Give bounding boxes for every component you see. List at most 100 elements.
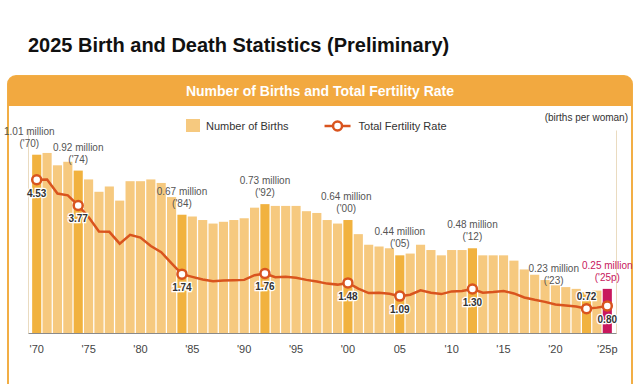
x-tick-label: '75 xyxy=(81,343,95,355)
bar xyxy=(157,183,166,333)
bar-label-text: ('84) xyxy=(172,198,192,209)
bar xyxy=(343,220,352,333)
bar xyxy=(364,245,373,333)
bar-label-text: ('70) xyxy=(19,138,39,149)
bar-label-text: ('05) xyxy=(390,238,410,249)
bar xyxy=(292,206,301,333)
line-label: 1.76 xyxy=(255,281,275,292)
line-marker xyxy=(343,278,352,287)
data-labels: 1.01 million('70)0.92 million('74)0.67 m… xyxy=(4,126,633,325)
line-label: 1.30 xyxy=(463,297,483,308)
bar-label-text: ('25p) xyxy=(595,272,620,283)
legend-item: Total Fertility Rate xyxy=(325,120,447,132)
bar-label: 0.44 million('05) xyxy=(375,226,426,249)
bar-label-text: 0.48 million xyxy=(447,219,498,230)
legend-swatch xyxy=(186,119,200,132)
bar xyxy=(312,213,321,333)
legend: Number of Births Total Fertility Rate xyxy=(186,119,447,132)
bar-label-text: 1.01 million xyxy=(4,126,55,137)
bar xyxy=(530,275,539,333)
bar xyxy=(115,201,124,333)
bar xyxy=(105,186,114,333)
legend-marker xyxy=(333,122,342,131)
x-tick-label: '15 xyxy=(496,343,510,355)
bar xyxy=(126,181,135,333)
bar xyxy=(499,255,508,333)
x-axis-line xyxy=(29,333,617,334)
bar-label: 0.23 million('23) xyxy=(528,263,579,286)
x-tick-label: '70 xyxy=(30,343,44,355)
line-label: 1.74 xyxy=(172,282,192,293)
bar xyxy=(561,287,570,333)
bar xyxy=(136,181,145,333)
bar xyxy=(323,220,332,333)
bar xyxy=(374,247,383,333)
bar-label: 0.73 million('92) xyxy=(240,175,291,198)
line-marker xyxy=(177,270,186,279)
bar xyxy=(146,179,155,333)
page-title: 2025 Birth and Death Statistics (Prelimi… xyxy=(28,34,449,56)
bar xyxy=(540,280,549,333)
bar xyxy=(302,211,311,333)
x-tick-label: 05 xyxy=(394,343,406,355)
bar xyxy=(509,261,518,333)
bar xyxy=(219,222,228,333)
line-marker xyxy=(468,285,477,294)
bar-label-text: 0.25 million xyxy=(582,260,633,271)
bar-series xyxy=(32,153,612,333)
line-marker xyxy=(603,301,612,310)
bar xyxy=(260,204,269,333)
y2-axis-label: (births per woman) xyxy=(545,112,628,123)
line-marker xyxy=(582,304,591,313)
bar xyxy=(416,245,425,333)
legend-label: Number of Births xyxy=(206,120,289,132)
bar-label-text: ('12) xyxy=(463,231,483,242)
bar-label: 0.25 million('25p) xyxy=(582,260,633,283)
x-tick-label: '10 xyxy=(445,343,459,355)
line-label: 1.09 xyxy=(390,304,410,315)
line-label: 0.80 xyxy=(598,314,618,325)
line-series xyxy=(32,175,612,313)
x-tick-label: '25p xyxy=(597,343,617,355)
bar xyxy=(177,215,186,333)
bar xyxy=(468,248,477,333)
line-label: 0.72 xyxy=(577,291,597,302)
chart-title: Number of Births and Total Fertility Rat… xyxy=(186,83,454,99)
bar xyxy=(385,248,394,333)
line-label: 1.48 xyxy=(338,291,358,302)
y2-axis xyxy=(616,131,617,334)
bar xyxy=(603,289,612,333)
bar xyxy=(84,179,93,333)
bar xyxy=(478,255,487,333)
bar xyxy=(395,255,404,333)
bar-label-text: ('00) xyxy=(336,203,356,214)
line-marker xyxy=(32,175,41,184)
x-tick-label: '95 xyxy=(289,343,303,355)
y2-axis-line xyxy=(616,131,617,334)
bar-label-text: 0.67 million xyxy=(157,186,208,197)
chart-svg: 2025 Birth and Death Statistics (Prelimi… xyxy=(0,0,640,384)
bar-label-text: 0.64 million xyxy=(321,191,372,202)
x-tick-label: '85 xyxy=(185,343,199,355)
bar xyxy=(250,208,259,333)
bar xyxy=(198,220,207,333)
line-label: 4.53 xyxy=(27,188,47,199)
legend-label: Total Fertility Rate xyxy=(359,120,447,132)
bar-label: 0.64 million('00) xyxy=(321,191,372,214)
x-tick-label: '90 xyxy=(237,343,251,355)
line xyxy=(37,179,608,308)
bar xyxy=(281,206,290,333)
line-marker xyxy=(395,292,404,301)
panel-frame xyxy=(8,76,632,384)
bar-label-text: ('23) xyxy=(544,275,564,286)
bar xyxy=(229,220,238,333)
x-tick-label: '80 xyxy=(133,343,147,355)
bar-label-text: ('74) xyxy=(68,154,88,165)
y-axis-line xyxy=(28,131,29,334)
bar xyxy=(74,171,83,333)
bar xyxy=(551,285,560,333)
bar-label: 0.48 million('12) xyxy=(447,219,498,242)
bar-label-text: ('92) xyxy=(255,187,275,198)
x-axis: '70'75'80'85'90'95'0005'10'15'20'25p xyxy=(29,333,618,355)
chart-container: 2025 Birth and Death Statistics (Prelimi… xyxy=(0,0,640,384)
